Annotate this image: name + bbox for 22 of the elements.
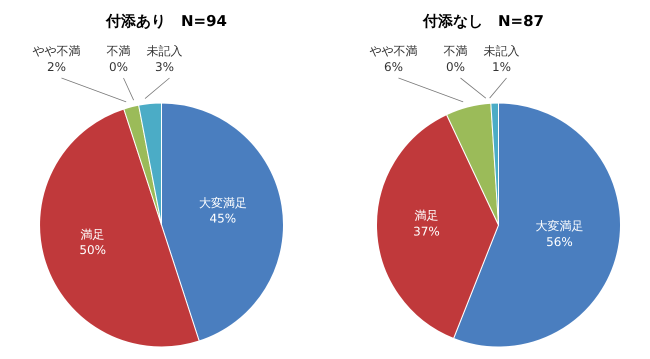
slice-label: 未記入 xyxy=(484,44,520,58)
data-label: 37% xyxy=(413,224,440,238)
data-label: 56% xyxy=(546,234,573,249)
category-label: 不満 xyxy=(106,44,130,58)
category-label: 不満 xyxy=(444,44,468,58)
data-label: 3% xyxy=(154,60,174,74)
data-label: 50% xyxy=(79,242,106,257)
slice-label: 大変満足 xyxy=(198,196,247,210)
text: 0% xyxy=(446,60,466,74)
slice-label: 大変満足 xyxy=(535,219,584,234)
chart-title: 付添あり N=94 xyxy=(104,12,228,31)
chart-title: 付添なし N=87 xyxy=(422,12,545,31)
data-label: 1% xyxy=(492,60,512,74)
slice-label: やや不満 xyxy=(370,44,418,58)
slice-label: 満足 xyxy=(414,208,438,223)
slice-label: 満足 xyxy=(80,227,105,242)
slice-label: 未記入 xyxy=(146,44,182,58)
data-label: 45% xyxy=(209,212,236,226)
slice-label: やや不満 xyxy=(32,44,80,58)
data-label: 6% xyxy=(384,60,404,74)
text: 0% xyxy=(108,60,128,74)
data-label: 2% xyxy=(46,60,66,74)
